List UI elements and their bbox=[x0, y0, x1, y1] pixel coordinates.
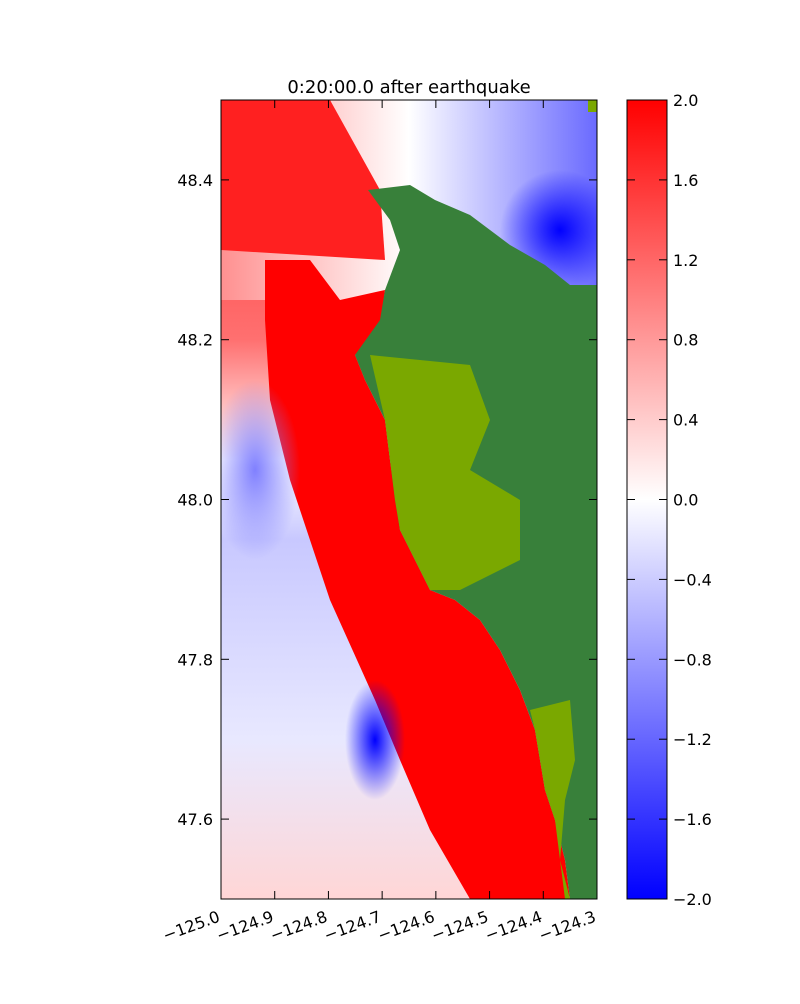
ocean-red bbox=[221, 100, 385, 260]
lowland bbox=[530, 700, 575, 899]
y-tick-label: 47.6 bbox=[177, 810, 213, 829]
x-tick-label: −125.0 bbox=[160, 907, 222, 945]
y-tick-label: 48.2 bbox=[177, 331, 213, 350]
colorbar-tick-label: −2.0 bbox=[673, 890, 712, 909]
colorbar-tick-label: 2.0 bbox=[673, 91, 698, 110]
y-tick-label: 48.0 bbox=[177, 491, 213, 510]
colorbar-tick-label: −1.2 bbox=[673, 730, 712, 749]
x-tick-label: −124.8 bbox=[268, 907, 330, 945]
x-tick-label: −124.9 bbox=[214, 907, 276, 945]
lowland bbox=[370, 355, 520, 590]
x-tick-label: −124.4 bbox=[483, 907, 545, 945]
lowland bbox=[588, 100, 597, 112]
colorbar-tick-label: 1.6 bbox=[673, 171, 698, 190]
colorbar-tick-label: 1.2 bbox=[673, 251, 698, 270]
colorbar-tick-label: 0.0 bbox=[673, 491, 698, 510]
colorbar-tick-label: 0.8 bbox=[673, 331, 698, 350]
trough bbox=[221, 380, 300, 560]
colorbar-tick-label: −0.4 bbox=[673, 570, 712, 589]
x-tick-label: −124.7 bbox=[321, 907, 383, 945]
wave-crest bbox=[265, 260, 570, 899]
x-tick-label: −124.3 bbox=[536, 907, 598, 945]
field bbox=[221, 100, 597, 899]
colorbar-tick-label: 0.4 bbox=[673, 411, 698, 430]
y-tick-label: 48.4 bbox=[177, 171, 213, 190]
x-tick-label: −124.6 bbox=[375, 907, 437, 945]
colorbar-tick-label: −1.6 bbox=[673, 810, 712, 829]
trough bbox=[345, 680, 405, 800]
chart-title: 0:20:00.0 after earthquake bbox=[287, 77, 530, 98]
colorbar-tick-label: −0.8 bbox=[673, 650, 712, 669]
x-tick-label: −124.5 bbox=[429, 907, 491, 945]
y-tick-label: 47.8 bbox=[177, 650, 213, 669]
